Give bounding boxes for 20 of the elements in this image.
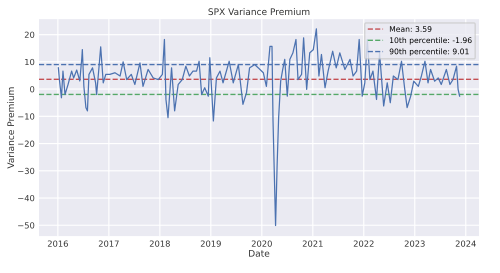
y-tick-label: −20 — [18, 140, 34, 147]
x-axis-title: Date — [249, 250, 270, 257]
x-tick-label: 2016 — [48, 240, 68, 247]
y-tick-label: −30 — [18, 168, 34, 174]
y-tick-label: −50 — [18, 222, 34, 229]
x-tick-label: 2022 — [354, 240, 374, 247]
x-tick-label: 2023 — [404, 240, 425, 247]
x-tick-label: 2020 — [252, 240, 272, 247]
y-tick-label: 20 — [24, 32, 34, 38]
y-tick-label: 0 — [30, 86, 34, 92]
y-tick-label: −40 — [18, 195, 34, 202]
x-tick-label: 2018 — [150, 240, 170, 247]
x-tick-label: 2021 — [302, 240, 323, 247]
x-tick-label: 2024 — [456, 240, 476, 247]
y-tick-label: −10 — [18, 113, 34, 120]
x-tick-label: 2017 — [98, 240, 119, 247]
chart-title: SPX Variance Premium — [208, 8, 310, 16]
y-axis-title: Variance Premium — [7, 87, 14, 169]
x-tick-label: 2019 — [200, 240, 221, 247]
y-tick-label: 10 — [25, 58, 34, 66]
